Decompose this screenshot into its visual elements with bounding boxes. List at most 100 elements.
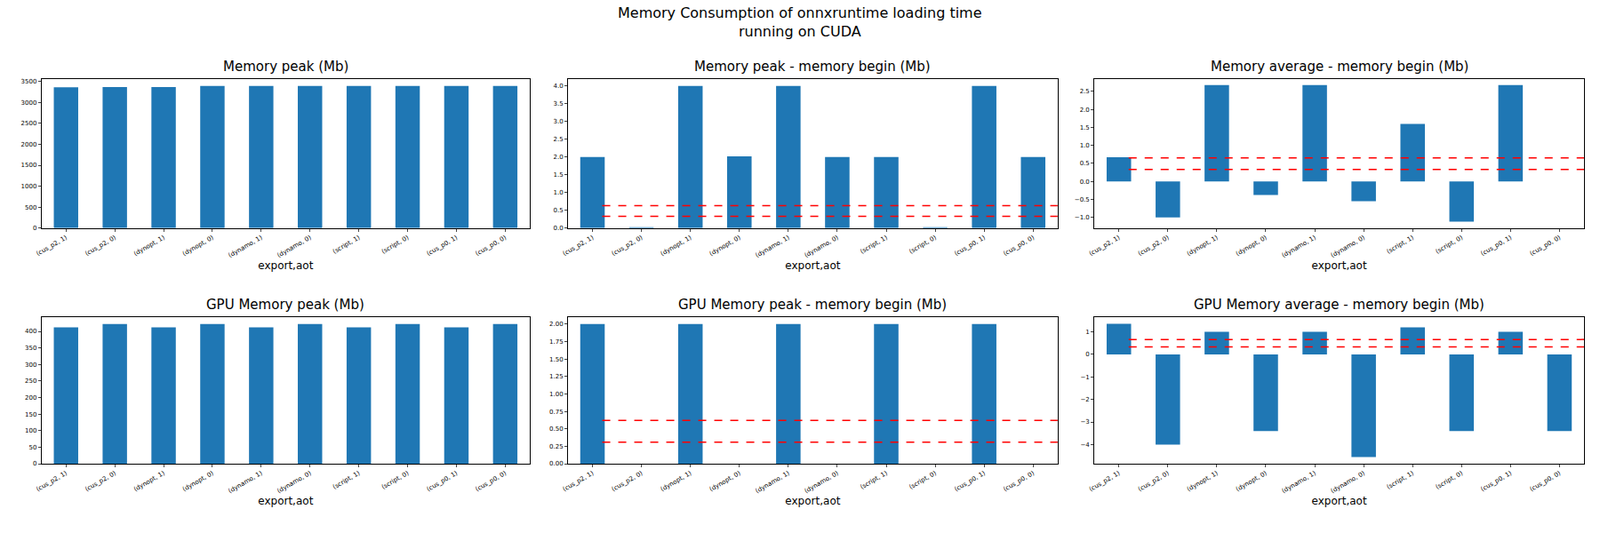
svg-text:(dynamo, 0): (dynamo, 0): [1329, 470, 1367, 496]
svg-text:(cus_p2, 1): (cus_p2, 1): [1088, 470, 1122, 494]
svg-text:1.00: 1.00: [549, 391, 564, 399]
svg-text:GPU Memory average - memory be: GPU Memory average - memory begin (Mb): [1193, 296, 1485, 313]
svg-text:(dynamo, 0): (dynamo, 0): [275, 470, 312, 496]
svg-text:0: 0: [32, 460, 37, 468]
svg-text:50: 50: [28, 444, 37, 452]
svg-text:0.5: 0.5: [1080, 160, 1090, 168]
svg-text:(dynamo, 0): (dynamo, 0): [1329, 233, 1367, 259]
svg-text:3000: 3000: [21, 99, 38, 107]
svg-text:1500: 1500: [21, 161, 38, 169]
svg-text:(dynopt, 0): (dynopt, 0): [708, 470, 743, 494]
svg-text:300: 300: [24, 361, 37, 369]
svg-text:1.25: 1.25: [549, 373, 564, 381]
svg-text:(dynopt, 0): (dynopt, 0): [181, 233, 216, 257]
svg-text:(cus_p0, 0): (cus_p0, 0): [474, 233, 509, 257]
svg-text:−2: −2: [1080, 396, 1089, 404]
svg-text:0.75: 0.75: [549, 408, 564, 416]
svg-text:GPU Memory peak - memory begin: GPU Memory peak - memory begin (Mb): [678, 296, 947, 313]
svg-text:(cus_p2, 1): (cus_p2, 1): [34, 470, 69, 494]
svg-text:−3: −3: [1080, 418, 1089, 426]
svg-text:(cus_p2, 1): (cus_p2, 1): [561, 470, 596, 494]
svg-text:(script, 1): (script, 1): [1385, 470, 1416, 492]
svg-text:(dynopt, 1): (dynopt, 1): [1185, 233, 1220, 257]
svg-text:0.0: 0.0: [1080, 178, 1090, 186]
svg-text:Memory average - memory begin: Memory average - memory begin (Mb): [1210, 58, 1469, 75]
svg-text:(cus_p2, 0): (cus_p2, 0): [1136, 470, 1171, 494]
svg-text:1000: 1000: [21, 183, 38, 191]
svg-text:−0.5: −0.5: [1074, 196, 1090, 204]
svg-text:export,aot: export,aot: [1312, 495, 1368, 508]
svg-text:150: 150: [24, 411, 37, 419]
svg-text:(cus_p0, 1): (cus_p0, 1): [952, 233, 987, 257]
svg-text:0.50: 0.50: [549, 425, 564, 433]
svg-text:(script, 0): (script, 0): [1434, 233, 1465, 256]
svg-text:export,aot: export,aot: [257, 259, 313, 272]
svg-text:(cus_p0, 0): (cus_p0, 0): [1001, 233, 1036, 257]
svg-text:2.0: 2.0: [1080, 106, 1090, 114]
svg-text:export,aot: export,aot: [784, 495, 840, 508]
svg-text:(script, 0): (script, 0): [908, 233, 939, 256]
svg-text:(cus_p2, 0): (cus_p2, 0): [610, 470, 645, 494]
svg-text:0.00: 0.00: [549, 460, 564, 468]
svg-text:(cus_p2, 0): (cus_p2, 0): [83, 470, 118, 494]
svg-text:export,aot: export,aot: [1312, 259, 1368, 272]
svg-text:(dynamo, 0): (dynamo, 0): [803, 233, 840, 259]
svg-text:(script, 1): (script, 1): [331, 233, 362, 256]
svg-text:GPU Memory peak (Mb): GPU Memory peak (Mb): [206, 296, 365, 313]
svg-text:(dynopt, 1): (dynopt, 1): [1185, 470, 1220, 494]
svg-text:1.5: 1.5: [552, 171, 563, 179]
svg-text:100: 100: [24, 427, 37, 435]
svg-text:(cus_p2, 0): (cus_p2, 0): [83, 233, 118, 257]
svg-text:0: 0: [1085, 351, 1089, 359]
svg-text:200: 200: [24, 394, 37, 402]
svg-text:3.0: 3.0: [552, 118, 563, 126]
svg-text:(script, 1): (script, 1): [858, 233, 889, 256]
svg-text:0.5: 0.5: [552, 207, 563, 215]
svg-text:0: 0: [32, 224, 37, 232]
svg-text:3.5: 3.5: [552, 100, 563, 108]
svg-text:2.00: 2.00: [549, 320, 564, 328]
svg-text:(cus_p0, 0): (cus_p0, 0): [1001, 470, 1036, 494]
svg-text:(cus_p2, 1): (cus_p2, 1): [1088, 233, 1122, 257]
svg-text:(cus_p2, 1): (cus_p2, 1): [561, 233, 596, 257]
svg-text:(dynamo, 1): (dynamo, 1): [1280, 470, 1318, 496]
svg-text:(dynamo, 0): (dynamo, 0): [803, 470, 840, 496]
svg-text:(script, 0): (script, 0): [908, 470, 939, 492]
svg-text:(dynamo, 1): (dynamo, 1): [227, 470, 264, 496]
svg-text:2.5: 2.5: [1080, 88, 1090, 96]
svg-text:(dynopt, 1): (dynopt, 1): [659, 233, 694, 257]
svg-text:(cus_p0, 1): (cus_p0, 1): [1480, 470, 1514, 494]
svg-text:(cus_p0, 0): (cus_p0, 0): [1528, 233, 1563, 257]
svg-text:(cus_p2, 0): (cus_p2, 0): [1136, 233, 1171, 257]
svg-text:Memory peak - memory begin (Mb: Memory peak - memory begin (Mb): [694, 58, 931, 75]
svg-text:−1.0: −1.0: [1074, 214, 1090, 222]
svg-text:(cus_p2, 1): (cus_p2, 1): [34, 233, 69, 257]
svg-text:3500: 3500: [21, 78, 38, 86]
svg-text:(script, 1): (script, 1): [858, 470, 889, 492]
svg-text:350: 350: [24, 344, 37, 352]
svg-text:export,aot: export,aot: [257, 495, 313, 508]
svg-text:(script, 0): (script, 0): [1434, 470, 1465, 492]
svg-text:Memory peak (Mb): Memory peak (Mb): [223, 58, 349, 75]
svg-text:(script, 0): (script, 0): [380, 470, 411, 492]
svg-text:500: 500: [24, 204, 37, 212]
svg-text:export,aot: export,aot: [784, 259, 840, 272]
svg-text:2.0: 2.0: [552, 153, 563, 161]
svg-text:−1: −1: [1080, 374, 1089, 382]
svg-text:1.75: 1.75: [549, 338, 564, 346]
svg-text:(cus_p2, 0): (cus_p2, 0): [610, 233, 645, 257]
svg-text:−4: −4: [1080, 441, 1090, 449]
svg-text:(dynopt, 1): (dynopt, 1): [659, 470, 694, 494]
svg-text:(dynopt, 0): (dynopt, 0): [1234, 470, 1269, 494]
svg-text:(dynopt, 0): (dynopt, 0): [708, 233, 743, 257]
svg-text:1.0: 1.0: [1080, 142, 1090, 150]
svg-text:(dynamo, 1): (dynamo, 1): [1280, 233, 1318, 259]
svg-text:(cus_p0, 1): (cus_p0, 1): [1480, 233, 1514, 257]
svg-text:2500: 2500: [21, 120, 38, 128]
svg-text:2000: 2000: [21, 141, 38, 149]
svg-text:4.0: 4.0: [552, 82, 563, 90]
svg-text:(cus_p0, 0): (cus_p0, 0): [1528, 470, 1563, 494]
svg-text:Memory Consumption of onnxrunt: Memory Consumption of onnxruntime loadin…: [617, 4, 983, 40]
svg-text:0.25: 0.25: [549, 443, 564, 451]
svg-text:(dynamo, 1): (dynamo, 1): [754, 470, 792, 496]
